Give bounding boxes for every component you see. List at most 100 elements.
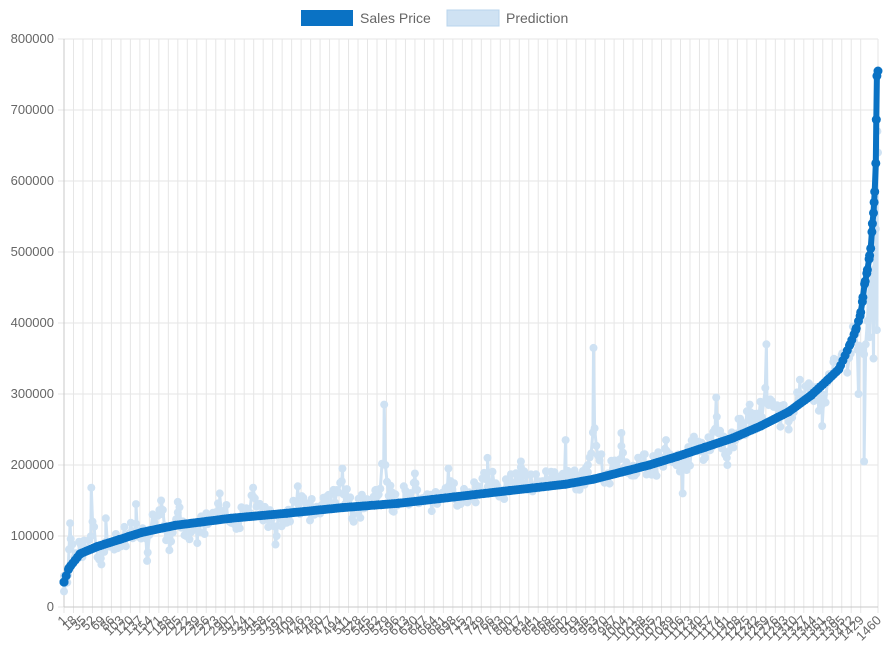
prediction-point[interactable] <box>413 485 422 494</box>
sales-price-point[interactable] <box>870 187 880 197</box>
prediction-point[interactable] <box>617 429 626 437</box>
prediction-point[interactable] <box>143 548 152 557</box>
prediction-point[interactable] <box>678 489 687 498</box>
sales-price-point[interactable] <box>851 323 861 333</box>
prediction-point[interactable] <box>597 450 606 459</box>
prediction-point[interactable] <box>500 495 509 503</box>
prediction-point[interactable] <box>306 516 314 525</box>
prediction-point[interactable] <box>120 522 129 531</box>
prediction-point[interactable] <box>686 461 694 470</box>
prediction-point[interactable] <box>456 500 465 508</box>
prediction-point[interactable] <box>143 556 152 565</box>
prediction-point[interactable] <box>615 455 624 464</box>
prediction-point[interactable] <box>167 537 176 546</box>
prediction-point[interactable] <box>380 400 389 409</box>
prediction-point[interactable] <box>590 424 599 433</box>
prediction-point[interactable] <box>337 477 346 486</box>
prediction-point[interactable] <box>214 499 222 508</box>
prediction-point[interactable] <box>640 450 649 459</box>
prediction-point[interactable] <box>386 481 395 490</box>
prediction-point[interactable] <box>595 456 604 465</box>
prediction-point[interactable] <box>150 518 159 527</box>
prediction-point[interactable] <box>701 453 709 462</box>
prediction-point[interactable] <box>861 340 870 349</box>
prediction-point[interactable] <box>222 501 231 509</box>
prediction-point[interactable] <box>795 375 804 384</box>
prediction-point[interactable] <box>712 393 721 402</box>
prediction-point[interactable] <box>200 530 209 538</box>
sales-price-point[interactable] <box>866 243 876 253</box>
prediction-point[interactable] <box>272 532 281 540</box>
prediction-point[interactable] <box>158 505 167 514</box>
prediction-point[interactable] <box>270 522 279 531</box>
sales-price-point[interactable] <box>862 265 872 275</box>
prediction-point[interactable] <box>583 461 592 469</box>
sales-price-point[interactable] <box>856 307 866 317</box>
prediction-point[interactable] <box>758 413 766 422</box>
prediction-point[interactable] <box>814 406 823 415</box>
prediction-point[interactable] <box>722 453 731 462</box>
legend-swatch-prediction[interactable] <box>446 9 500 27</box>
prediction-point[interactable] <box>215 489 224 498</box>
prediction-point[interactable] <box>605 479 614 488</box>
prediction-point[interactable] <box>762 340 771 349</box>
sales-price-point[interactable] <box>860 276 870 286</box>
prediction-point[interactable] <box>583 468 592 477</box>
prediction-point[interactable] <box>587 449 596 458</box>
prediction-point[interactable] <box>675 467 684 476</box>
prediction-point[interactable] <box>165 546 174 555</box>
prediction-point[interactable] <box>863 316 872 325</box>
prediction-point[interactable] <box>776 422 785 431</box>
prediction-point[interactable] <box>66 519 75 528</box>
legend-swatch-sales-price[interactable] <box>301 10 353 26</box>
prediction-point[interactable] <box>185 535 194 544</box>
prediction-point[interactable] <box>860 457 869 466</box>
prediction-point[interactable] <box>293 482 302 491</box>
prediction-point[interactable] <box>157 496 166 505</box>
prediction-point[interactable] <box>346 493 355 502</box>
prediction-point[interactable] <box>175 503 184 512</box>
sales-price-point[interactable] <box>869 208 878 218</box>
prediction-point[interactable] <box>704 433 713 442</box>
prediction-point[interactable] <box>250 494 259 503</box>
prediction-point[interactable] <box>516 457 525 466</box>
prediction-point[interactable] <box>86 532 95 541</box>
prediction-point[interactable] <box>406 489 415 498</box>
prediction-point[interactable] <box>677 461 686 470</box>
prediction-point[interactable] <box>193 539 202 548</box>
prediction-point[interactable] <box>356 513 365 522</box>
prediction-point[interactable] <box>132 519 140 528</box>
prediction-point[interactable] <box>471 498 480 507</box>
prediction-point[interactable] <box>294 500 303 509</box>
prediction-point[interactable] <box>622 458 631 467</box>
sales-price-point[interactable] <box>869 197 879 207</box>
prediction-point[interactable] <box>410 469 419 478</box>
sales-price-point[interactable] <box>858 292 868 302</box>
prediction-point[interactable] <box>389 507 398 516</box>
prediction-point[interactable] <box>784 425 793 434</box>
prediction-point[interactable] <box>745 400 754 409</box>
prediction-point[interactable] <box>90 522 99 531</box>
prediction-point[interactable] <box>483 453 492 462</box>
prediction-point[interactable] <box>619 448 627 457</box>
prediction-point[interactable] <box>617 442 626 451</box>
prediction-point[interactable] <box>821 398 830 407</box>
prediction-point[interactable] <box>271 540 280 549</box>
prediction-point[interactable] <box>391 490 400 499</box>
prediction-point[interactable] <box>589 343 598 352</box>
prediction-point[interactable] <box>592 441 601 450</box>
prediction-point[interactable] <box>870 265 879 274</box>
prediction-point[interactable] <box>662 436 670 445</box>
prediction-point[interactable] <box>532 470 540 479</box>
prediction-point[interactable] <box>761 383 770 392</box>
prediction-point[interactable] <box>729 443 738 452</box>
prediction-point[interactable] <box>444 464 453 473</box>
prediction-point[interactable] <box>510 479 519 487</box>
prediction-point[interactable] <box>96 554 105 563</box>
prediction-point[interactable] <box>819 390 828 399</box>
sales-price-point[interactable] <box>865 251 875 261</box>
prediction-point[interactable] <box>299 493 308 502</box>
sales-price-point[interactable] <box>873 66 883 76</box>
legend-label-sales-price[interactable]: Sales Price <box>360 10 431 26</box>
prediction-point[interactable] <box>872 326 881 335</box>
